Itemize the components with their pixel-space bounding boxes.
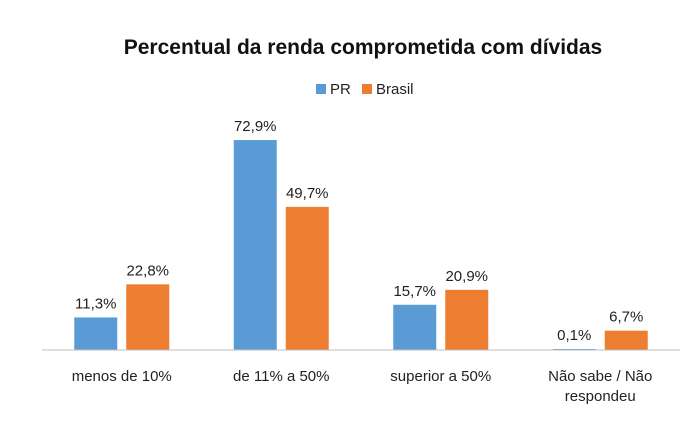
data-label-brasil-2: 20,9% — [445, 268, 488, 285]
bars-group — [74, 140, 648, 350]
data-label-brasil-3: 6,7% — [609, 309, 643, 326]
bar-pr-1 — [233, 140, 277, 350]
legend-swatch-pr — [316, 84, 326, 94]
category-label-3-line-0: Não sabe / Não — [548, 368, 652, 385]
data-label-pr-3: 0,1% — [557, 327, 591, 344]
bar-pr-0 — [74, 317, 118, 350]
data-label-brasil-0: 22,8% — [126, 262, 169, 279]
category-label-3-line-1: respondeu — [565, 388, 636, 405]
data-label-pr-1: 72,9% — [234, 118, 277, 135]
legend-label-brasil: Brasil — [376, 81, 414, 98]
data-label-brasil-1: 49,7% — [286, 185, 329, 202]
bar-brasil-3 — [604, 330, 648, 350]
bar-brasil-0 — [126, 284, 170, 350]
bar-brasil-2 — [445, 289, 489, 350]
chart-title: Percentual da renda comprometida com dív… — [124, 36, 602, 59]
legend-label-pr: PR — [330, 81, 351, 98]
category-label-0: menos de 10% — [72, 368, 172, 385]
data-labels-group: 11,3% 22,8% 72,9% 49,7% 15,7% 20,9% 0,1% 6,7% — [75, 118, 643, 344]
bar-pr-2 — [393, 304, 437, 350]
legend-swatch-brasil — [362, 84, 372, 94]
bar-brasil-1 — [285, 206, 329, 350]
legend: PR Brasil — [316, 81, 414, 98]
category-labels-group: menos de 10% de 11% a 50% superior a 50% Nã… — [72, 368, 653, 405]
category-label-1: de 11% a 50% — [233, 368, 329, 385]
data-label-pr-0: 11,3% — [75, 295, 116, 312]
category-label-2: superior a 50% — [390, 368, 491, 385]
data-label-pr-2: 15,7% — [393, 283, 436, 300]
